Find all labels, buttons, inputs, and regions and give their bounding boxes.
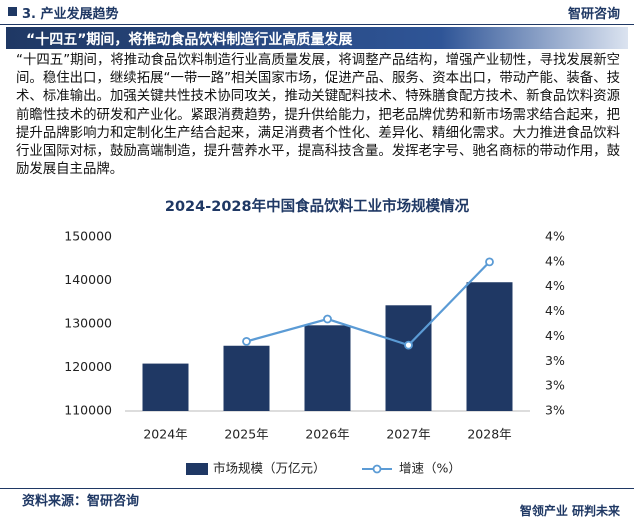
y2-tick-label: 4% (545, 328, 565, 343)
line-marker (242, 336, 251, 346)
y-tick-label: 150000 (64, 229, 112, 244)
bar (385, 305, 432, 411)
slogan: 智领产业 研判未来 (519, 504, 620, 518)
header-icon (8, 7, 17, 16)
y2-tick-label: 3% (545, 403, 565, 418)
y-tick-label: 130000 (64, 316, 112, 331)
line-marker (485, 257, 494, 267)
bar (304, 325, 351, 411)
header-bar (0, 0, 634, 25)
bar (142, 363, 189, 411)
x-tick-label: 2026年 (305, 427, 349, 442)
source: 资料来源：智研咨询 (22, 494, 140, 509)
footer-line (0, 488, 634, 489)
legend-swatch (186, 463, 208, 475)
y2-tick-label: 3% (545, 378, 565, 393)
banner (6, 27, 628, 49)
y-tick-label: 140000 (64, 272, 112, 287)
y2-tick-label: 4% (545, 303, 565, 318)
x-tick-label: 2028年 (467, 427, 511, 442)
y2-tick-label: 4% (545, 278, 565, 293)
x-tick-label: 2025年 (224, 427, 268, 442)
logo: 智研咨询 (567, 7, 620, 22)
y2-tick-label: 3% (545, 353, 565, 368)
legend-label: 市场规模（万亿元） (213, 461, 326, 476)
bar (466, 282, 513, 411)
banner-title: “十四五”期间，将推动食品饮料制造行业高质量发展 (26, 32, 353, 48)
line-marker (323, 314, 332, 324)
y-tick-label: 120000 (64, 359, 112, 374)
y2-tick-label: 4% (545, 253, 565, 268)
y-tick-label: 110000 (64, 403, 112, 418)
x-tick-label: 2027年 (386, 427, 430, 442)
line (246, 261, 491, 347)
legend-label: 增速（%） (399, 461, 461, 476)
x-tick-label: 2024年 (143, 427, 187, 442)
paragraph: “十四五”期间，将推动食品饮料制造行业高质量发展，将调整产品结构，增强产业韧性，… (16, 53, 620, 178)
legend-marker (372, 464, 382, 474)
bar (223, 345, 270, 411)
line-marker (404, 340, 413, 350)
section-title: 3. 产业发展趋势 (22, 7, 119, 22)
chart-title: 2024-2028年中国食品饮料工业市场规模情况 (165, 197, 470, 215)
y2-tick-label: 4% (545, 229, 565, 244)
